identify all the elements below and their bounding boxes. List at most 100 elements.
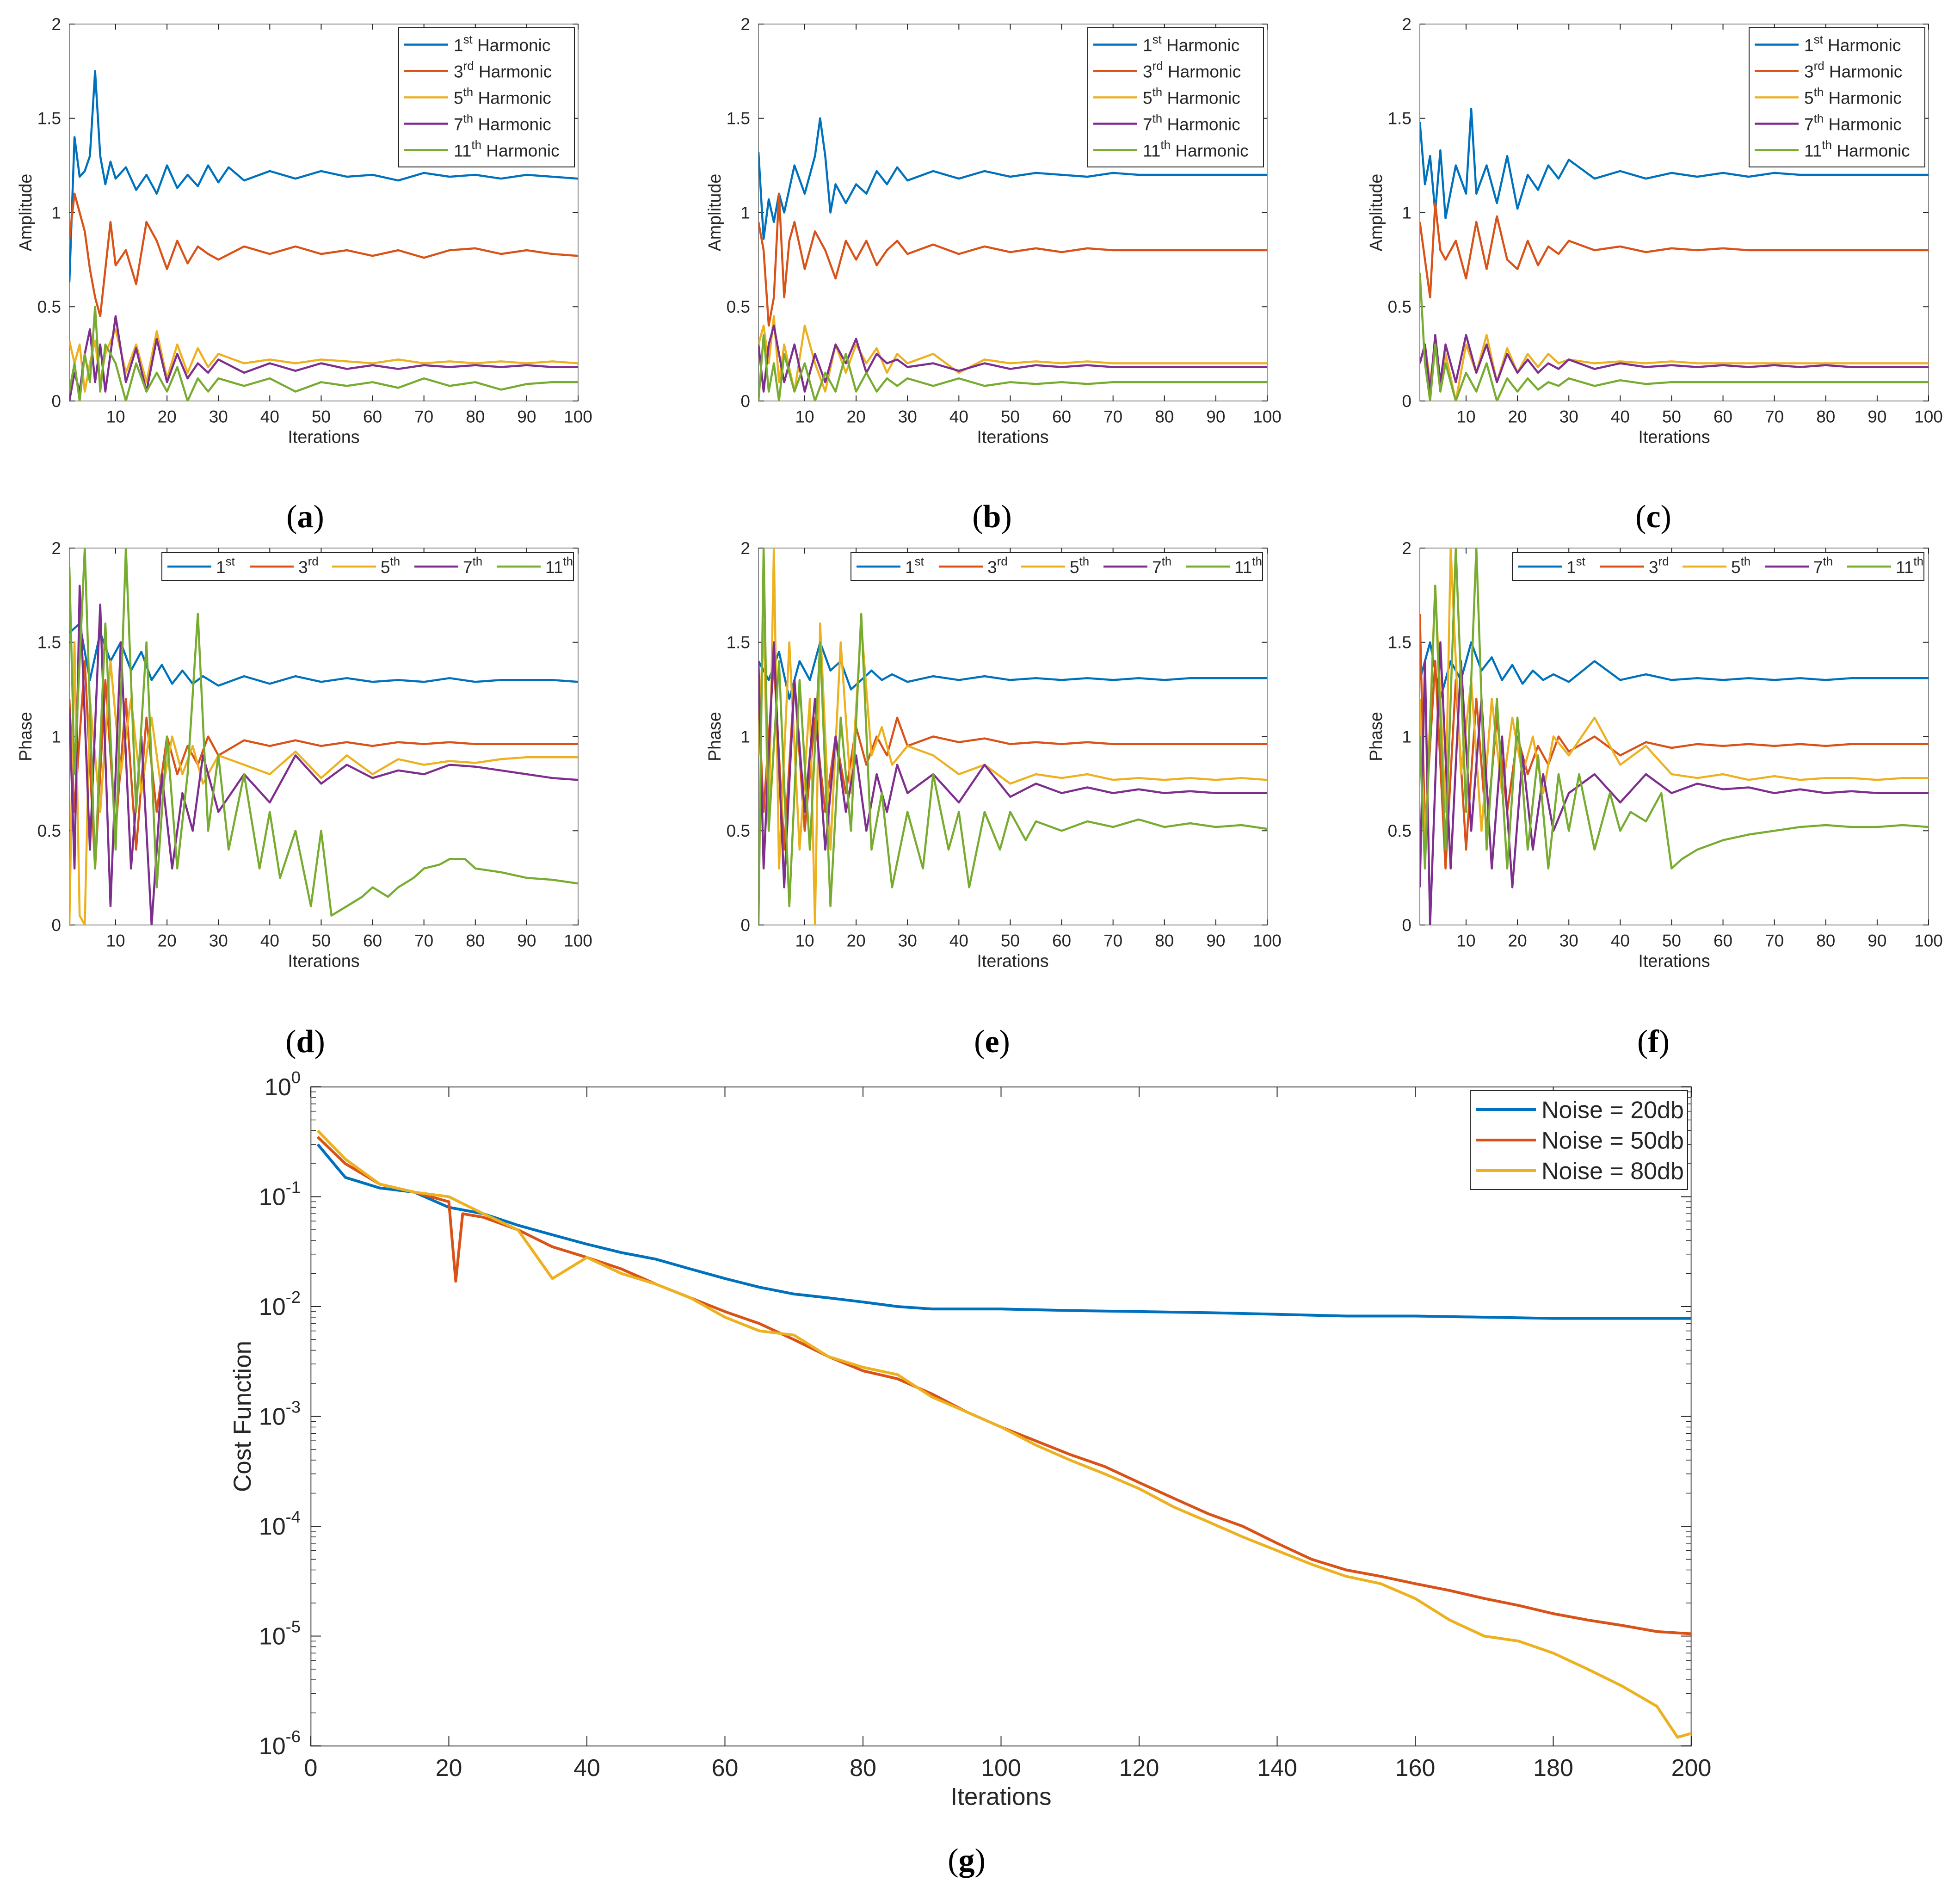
legend-label: Noise = 80db	[1541, 1158, 1684, 1185]
x-tick-label: 100	[1253, 931, 1282, 950]
legend-label: 7th Harmonic	[1804, 112, 1902, 134]
x-tick-label: 10	[106, 407, 125, 426]
y-tick-label: 0	[51, 916, 61, 935]
series-line-4	[758, 324, 1267, 393]
y-tick-label: 1.5	[1388, 633, 1411, 652]
x-tick-label: 40	[949, 931, 968, 950]
y-tick-label: 0.5	[37, 297, 61, 316]
x-tick-label: 40	[949, 407, 968, 426]
y-tick-label: 1	[740, 727, 750, 746]
legend-label-rest: Harmonic	[473, 36, 551, 55]
legend-superscript: rd	[1814, 60, 1824, 73]
legend-superscript: th	[473, 555, 483, 568]
y-axis-label: Phase	[705, 712, 724, 761]
legend-superscript: st	[1153, 33, 1162, 46]
series-line-4	[69, 315, 578, 401]
x-tick-label: 70	[1765, 931, 1784, 950]
series-group	[316, 1129, 1691, 1739]
x-tick-label: 90	[517, 407, 536, 426]
x-tick-label: 100	[1253, 407, 1282, 426]
x-tick-label: 70	[414, 407, 433, 426]
legend-label: 1st Harmonic	[1804, 33, 1901, 55]
x-tick-label: 50	[312, 931, 331, 950]
x-tick-label: 20	[158, 407, 177, 426]
x-tick-label: 50	[1001, 407, 1020, 426]
x-tick-label: 40	[1611, 407, 1630, 426]
x-tick-label: 100	[981, 1755, 1021, 1782]
y-tick-label: 0	[740, 392, 750, 411]
legend-superscript: th	[1153, 86, 1163, 99]
legend-label-rest: Harmonic	[473, 115, 551, 134]
x-tick-label: 90	[1206, 407, 1225, 426]
series-line-5	[1420, 548, 1929, 870]
x-axis-label: Iterations	[977, 427, 1048, 447]
legend-label: Noise = 20db	[1541, 1097, 1684, 1124]
legend-superscript: th	[1814, 112, 1824, 125]
panel-caption-close: )	[999, 1024, 1010, 1060]
legend-superscript: th	[563, 555, 573, 568]
series-line-1	[69, 70, 578, 283]
y-tick-exponent: -6	[286, 1727, 301, 1746]
x-tick-label: 10	[1456, 407, 1475, 426]
legend-label: 11th Harmonic	[1143, 139, 1249, 160]
legend-superscript: rd	[1658, 555, 1669, 568]
y-tick-label: 10-2	[259, 1288, 301, 1320]
y-tick-label: 0.5	[727, 297, 750, 316]
series-line-5	[758, 548, 1267, 925]
x-tick-label: 10	[1456, 931, 1475, 950]
y-tick-label: 10-6	[259, 1727, 301, 1760]
x-tick-label: 80	[466, 407, 485, 426]
x-tick-label: 30	[898, 407, 917, 426]
x-tick-label: 100	[564, 407, 592, 426]
chart-d: 10 20 30 40 50 60 70 80 90 100 0 0.5 1 1.5 2 Iterations…	[16, 539, 592, 1060]
legend-superscript: th	[1814, 86, 1824, 99]
x-tick-label: 60	[1713, 407, 1732, 426]
x-tick-label: 30	[209, 407, 228, 426]
x-tick-label: 200	[1671, 1755, 1712, 1782]
legend-label: 5th Harmonic	[454, 86, 551, 108]
y-tick-label: 2	[740, 539, 750, 558]
x-tick-label: 20	[158, 931, 177, 950]
legend-label: 11th	[1234, 555, 1262, 577]
legend-superscript: th	[1160, 139, 1171, 152]
panel-caption-close: )	[1661, 499, 1671, 535]
legend-label: Noise = 50db	[1541, 1128, 1684, 1154]
series-line-1	[758, 641, 1267, 700]
series-group	[758, 548, 1267, 925]
plot-frame	[310, 1086, 1692, 1747]
series-group	[758, 117, 1267, 401]
y-tick-label: 0.5	[727, 821, 750, 840]
series-line-5	[69, 548, 578, 917]
series-group	[1420, 548, 1929, 925]
series-group	[1420, 108, 1929, 401]
x-tick-label: 80	[1155, 931, 1174, 950]
x-tick-label: 90	[1206, 931, 1225, 950]
legend-label-rest: Harmonic	[1162, 89, 1240, 108]
legend-superscript: st	[463, 33, 473, 46]
series-line-1	[316, 1143, 1691, 1320]
legend-label-rest: Harmonic	[1162, 36, 1240, 55]
series-line-1	[758, 117, 1267, 240]
y-tick-label: 1.5	[37, 633, 61, 652]
series-line-1	[1420, 641, 1929, 700]
legend-superscript: rd	[308, 555, 319, 568]
legend-label: 11th Harmonic	[454, 139, 560, 160]
legend-superscript: th	[463, 112, 474, 125]
x-tick-label: 60	[1052, 407, 1071, 426]
panel-caption: (a)	[286, 499, 324, 535]
y-axis-label: Amplitude	[705, 174, 724, 252]
series-line-2	[69, 192, 578, 317]
x-tick-label: 60	[363, 407, 382, 426]
y-tick-label: 1.5	[1388, 109, 1411, 128]
legend-label-rest: Harmonic	[1162, 115, 1240, 134]
y-axis-label: Amplitude	[16, 174, 35, 252]
x-tick-label: 50	[1662, 931, 1681, 950]
legend-superscript: st	[1814, 33, 1823, 46]
panel-caption-close: )	[314, 1024, 325, 1060]
x-tick-label: 140	[1257, 1755, 1297, 1782]
y-tick-label: 2	[51, 539, 61, 558]
legend-label: 11th Harmonic	[1804, 139, 1910, 160]
